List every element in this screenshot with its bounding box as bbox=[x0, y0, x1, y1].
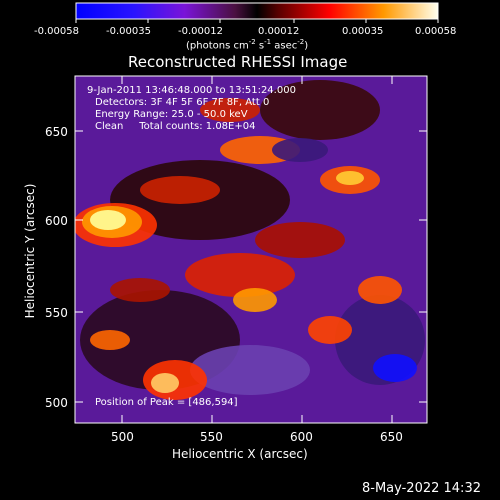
axis-ticks bbox=[75, 76, 427, 423]
rhessi-image bbox=[75, 76, 427, 423]
colorbar-tick-label: -0.00058 bbox=[34, 26, 79, 37]
colorbar-tick-label: 0.00058 bbox=[415, 26, 457, 37]
y-tick-label: 600 bbox=[45, 214, 68, 228]
energy-range-text: Energy Range: 25.0 - 50.0 keV bbox=[95, 109, 248, 120]
x-axis-label: Heliocentric X (arcsec) bbox=[172, 447, 308, 461]
image-blob bbox=[185, 253, 295, 297]
plot-title: Reconstructed RHESSI Image bbox=[128, 53, 348, 71]
colorbar-gradient bbox=[75, 2, 439, 20]
x-tick-label: 600 bbox=[290, 430, 313, 444]
image-blob bbox=[110, 278, 170, 302]
image-blob bbox=[358, 276, 402, 304]
y-tick-label: 500 bbox=[45, 396, 68, 410]
x-tick-label: 500 bbox=[111, 430, 134, 444]
colorbar-ticks bbox=[75, 19, 439, 23]
image-blob bbox=[336, 171, 364, 185]
image-blob bbox=[272, 138, 328, 162]
image-blob bbox=[90, 330, 130, 350]
y-tick-label: 550 bbox=[45, 306, 68, 320]
image-blob bbox=[140, 176, 220, 204]
image-blob bbox=[308, 316, 352, 344]
footer-timestamp: 8-May-2022 14:32 bbox=[362, 481, 481, 496]
image-blob bbox=[233, 288, 277, 312]
image-blob bbox=[260, 80, 380, 140]
time-range-text: 9-Jan-2011 13:46:48.000 to 13:51:24.000 bbox=[87, 85, 296, 96]
colorbar-tick-label: -0.00035 bbox=[106, 26, 151, 37]
x-tick-label: 550 bbox=[200, 430, 223, 444]
colorbar-tick-label: 0.00035 bbox=[342, 26, 384, 37]
colorbar bbox=[75, 2, 439, 23]
image-blob bbox=[90, 210, 126, 230]
image-blob bbox=[200, 98, 260, 122]
image-blob bbox=[151, 373, 179, 393]
colorbar-tick-label: -0.00012 bbox=[178, 26, 223, 37]
y-tick-label: 650 bbox=[45, 125, 68, 139]
y-axis-label: Heliocentric Y (arcsec) bbox=[23, 183, 37, 319]
plot-frame bbox=[74, 75, 428, 424]
peak-position-text: Position of Peak = [486,594] bbox=[95, 397, 238, 408]
image-blob bbox=[255, 222, 345, 258]
detectors-text: Detectors: 3F 4F 5F 6F 7F 8F, Att 0 bbox=[95, 97, 270, 108]
x-tick-label: 650 bbox=[380, 430, 403, 444]
image-blob bbox=[190, 345, 310, 395]
colorbar-unit-label: (photons cm-2 s-1 asec-2) bbox=[186, 38, 309, 52]
clean-counts-text: Clean Total counts: 1.08E+04 bbox=[95, 121, 256, 132]
colorbar-tick-label: 0.00012 bbox=[258, 26, 300, 37]
image-blob bbox=[373, 354, 417, 382]
